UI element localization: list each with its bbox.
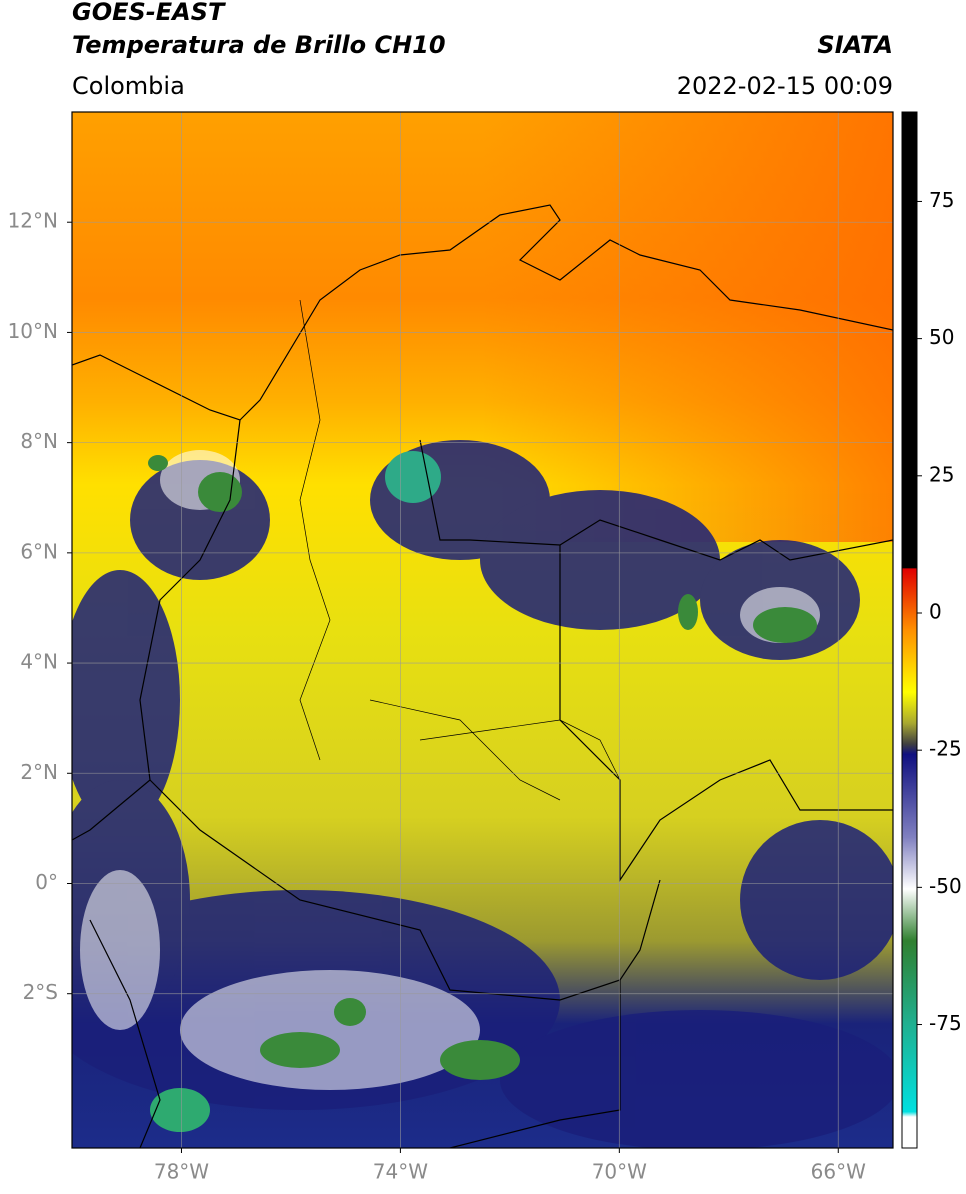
title: GOES-EAST bbox=[72, 0, 226, 26]
colorbar-tick-label: 0 bbox=[929, 599, 942, 623]
lat-tick-label: 0° bbox=[35, 870, 58, 894]
lat-tick-label: 4°N bbox=[20, 650, 58, 674]
gridlines bbox=[67, 112, 893, 1153]
borders bbox=[72, 204, 893, 1148]
colorbar-tick-label: 50 bbox=[929, 325, 954, 349]
lat-tick-label: 6°N bbox=[20, 539, 58, 563]
satellite-image bbox=[72, 112, 893, 1148]
lat-tick-label: 8°N bbox=[20, 429, 58, 453]
colorbar-tick-label: 75 bbox=[929, 188, 954, 212]
colorbar-tick-label: -50 bbox=[929, 874, 962, 898]
source: SIATA bbox=[817, 31, 893, 59]
datetime: 2022-02-15 00:09 bbox=[677, 72, 893, 100]
lat-tick-label: 10°N bbox=[8, 319, 58, 343]
lat-tick-label: 2°N bbox=[20, 760, 58, 784]
lat-tick-label: 2°S bbox=[23, 980, 58, 1004]
lon-tick-label: 70°W bbox=[592, 1160, 647, 1184]
lon-tick-label: 78°W bbox=[154, 1160, 209, 1184]
lat-tick-label: 12°N bbox=[8, 209, 58, 233]
colorbar-tick-label: 25 bbox=[929, 462, 954, 486]
lon-tick-label: 66°W bbox=[811, 1160, 866, 1184]
colorbar-tick-label: -75 bbox=[929, 1011, 962, 1035]
map-frame bbox=[71, 111, 894, 1149]
colorbar-tick-label: -25 bbox=[929, 737, 962, 761]
subtitle: Temperatura de Brillo CH10 bbox=[72, 31, 446, 59]
region: Colombia bbox=[72, 72, 185, 100]
lon-tick-label: 74°W bbox=[373, 1160, 428, 1184]
colorbar bbox=[901, 111, 918, 1149]
